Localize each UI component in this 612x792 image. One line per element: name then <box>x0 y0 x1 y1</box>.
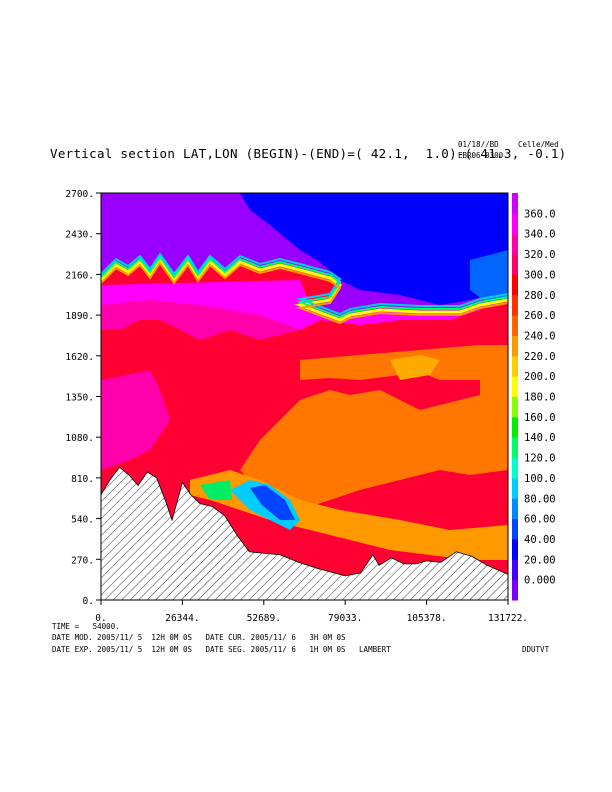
inversion-band-green <box>101 255 508 319</box>
blue-right-patch <box>470 250 508 305</box>
date-line-1: DATE MOD. 2005/11/ 5 12H 0M 0S DATE CUR.… <box>52 633 346 642</box>
y-tick-label: 1620. <box>65 352 94 363</box>
yellow-orange-patch <box>390 355 440 380</box>
orange-bands <box>240 345 508 510</box>
colorbar-label: 360.0 <box>524 208 556 220</box>
colorbar-label: 80.00 <box>524 493 556 505</box>
colorbar-label: 300.0 <box>524 269 556 281</box>
x-tick-label: 26344. <box>165 613 199 624</box>
colorbar-label: 220.0 <box>524 351 556 363</box>
y-axis: 0. 270. 540. 810. 1080. 1350. 1620. 1890. 2160. 2… <box>65 189 101 607</box>
contour-field <box>101 193 508 600</box>
colorbar-swatch <box>512 294 518 316</box>
colorbar-swatch <box>512 396 518 418</box>
time-label: TIME = 54000. <box>52 622 120 631</box>
colorbar-label: 180.0 <box>524 392 556 404</box>
colorbar-swatch <box>512 254 518 275</box>
y-tick-label: 270. <box>71 555 94 566</box>
x-axis: 0. 26344. 52689. 79033. 105378. 131722. <box>95 600 528 624</box>
y-tick-label: 2160. <box>65 270 94 281</box>
colorbar-label: 120.0 <box>524 453 556 465</box>
green-edge <box>200 480 232 500</box>
colorbar-swatch <box>512 579 518 601</box>
colorbar-swatch <box>512 193 518 214</box>
colorbar-label: 0.000 <box>524 575 556 587</box>
y-tick-label: 0. <box>83 596 94 607</box>
colorbar-swatch <box>512 274 518 296</box>
date-line-2: DATE EXP. 2005/11/ 5 12H 0M 0S DATE SEG.… <box>52 645 391 654</box>
pink-left-lower <box>101 370 170 470</box>
footer-tag: DDUTVT <box>522 645 550 654</box>
x-tick-label: 131722. <box>488 613 528 624</box>
y-tick-label: 540. <box>71 515 94 526</box>
colorbar-label: 200.0 <box>524 371 556 383</box>
colorbar-label: 100.0 <box>524 473 556 485</box>
x-tick-label: 0. <box>95 613 106 624</box>
x-tick-label: 79033. <box>328 613 362 624</box>
terrain-hatch <box>101 466 508 600</box>
colorbar-swatch <box>512 315 518 336</box>
colorbar-swatch <box>512 416 518 438</box>
inversion-band-yellow <box>101 257 508 322</box>
colorbar-label: 40.00 <box>524 534 556 546</box>
colorbar-label: 160.0 <box>524 412 556 424</box>
date-code: 01/18//BD <box>458 140 499 149</box>
colorbar-label: 240.0 <box>524 330 556 342</box>
y-tick-label: 1080. <box>65 433 94 444</box>
colorbar-swatch <box>512 559 518 581</box>
x-tick-label: 105378. <box>407 613 447 624</box>
colorbar-label: 340.0 <box>524 229 556 241</box>
colorbar: 0.000 20.00 40.00 60.00 80.00 100.0 120.0 140.0… <box>512 193 556 601</box>
inversion-band-cyan <box>101 252 508 316</box>
y-tick-label: 1350. <box>65 393 94 404</box>
colorbar-swatch <box>512 233 518 255</box>
y-tick-label: 2700. <box>65 189 94 200</box>
colorbar-swatch <box>512 335 518 357</box>
colorbar-label: 260.0 <box>524 310 556 322</box>
colorbar-swatch <box>512 437 518 459</box>
blue-patch <box>250 485 295 520</box>
colorbar-swatch <box>512 376 518 397</box>
colorbar-swatch <box>512 498 518 520</box>
colorbar-swatch <box>512 518 518 540</box>
colorbar-label: 320.0 <box>524 249 556 261</box>
upper-blue <box>240 193 508 305</box>
inversion-band-orange <box>101 261 508 325</box>
colorbar-swatch <box>512 355 518 377</box>
colorbar-swatch <box>512 457 518 479</box>
y-tick-label: 1890. <box>65 311 94 322</box>
run-label: EBR06 0300 <box>458 151 504 160</box>
chart-title: Vertical section LAT,LON (BEGIN)-(END)=(… <box>50 146 567 161</box>
units-label: Celle/Med <box>518 140 559 149</box>
colorbar-swatch <box>512 538 518 560</box>
colorbar-swatch <box>512 477 518 499</box>
colorbar-swatch <box>512 213 518 235</box>
colorbar-label: 60.00 <box>524 514 556 526</box>
x-tick-label: 52689. <box>247 613 281 624</box>
y-tick-label: 810. <box>71 474 94 485</box>
colorbar-label: 280.0 <box>524 290 556 302</box>
colorbar-label: 20.00 <box>524 554 556 566</box>
y-tick-label: 2430. <box>65 230 94 241</box>
colorbar-label: 140.0 <box>524 432 556 444</box>
